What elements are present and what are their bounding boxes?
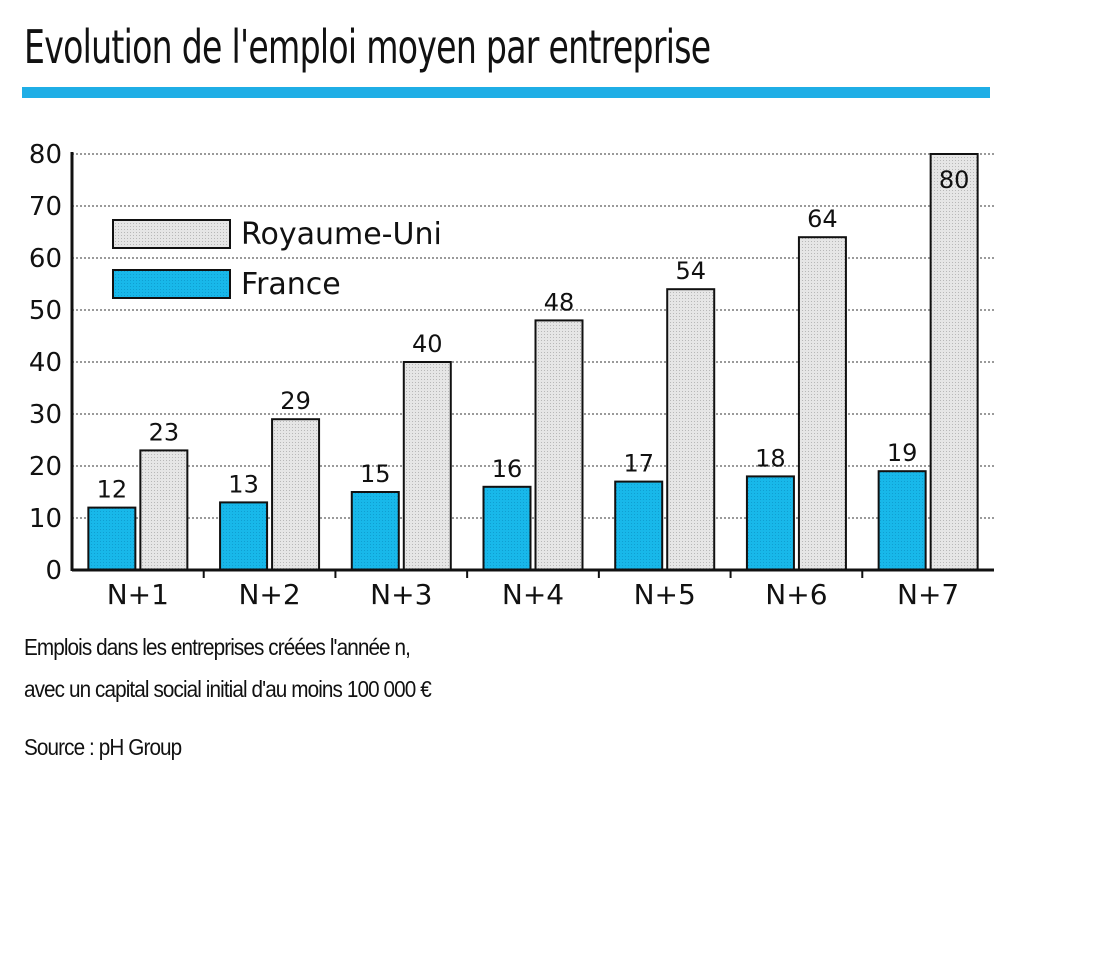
x-tick-label: N+3 [370,578,432,611]
value-label: 17 [623,450,654,478]
bar-france-n-4 [482,485,532,571]
bar-france-n-3 [350,491,400,571]
value-label: 64 [807,205,838,233]
value-label: 40 [412,330,443,358]
value-label: 29 [280,387,311,415]
bar-royaume-uni-n-2 [271,418,321,572]
legend-swatch [112,219,231,249]
value-label: 48 [544,288,575,316]
bar-royaume-uni-n-1 [139,449,189,571]
y-tick-label: 40 [29,348,62,378]
y-tick-label: 10 [29,504,62,534]
value-label: 16 [492,455,523,483]
bar-royaume-uni-n-3 [402,361,452,571]
x-axis-ticks: N+1 N+2 N+3 N+4 N+5 N+6 N+7 [107,570,959,611]
bar-france-n-2 [219,501,269,571]
chart-title: Evolution de l'emploi moyen par entrepri… [24,20,711,74]
legend-label: France [241,267,341,302]
y-tick-label: 30 [29,400,62,430]
title-underline [22,87,990,98]
value-label: 13 [228,470,259,498]
value-label: 19 [887,439,918,467]
y-tick-label: 0 [45,556,62,586]
axes [70,152,994,572]
caption-line-1: Emplois dans les entreprises créées l'an… [24,634,411,660]
x-tick-label: N+7 [897,578,959,611]
bar-royaume-uni-n-5 [666,288,716,571]
bar-france-n-7 [877,470,927,572]
gridlines [72,153,994,519]
bar-royaume-uni-n-4 [534,319,584,571]
value-label: 23 [149,418,180,446]
legend: Royaume-Uni France [112,217,442,302]
value-label: 80 [939,166,970,194]
y-tick-label: 80 [29,140,62,170]
x-tick-label: N+2 [238,578,300,611]
y-axis-ticks: 0 10 20 30 40 50 60 70 80 [29,140,62,586]
bar-chart: 0 10 20 30 40 50 60 70 80 12 23 13 29 15 40 16 48 17 54 18… [29,140,994,611]
value-label: 12 [97,476,128,504]
bar-france-n-5 [614,480,664,572]
bar-france-n-6 [745,475,795,571]
x-tick-label: N+6 [765,578,827,611]
y-tick-label: 60 [29,244,62,274]
bar-france-n-1 [87,506,137,572]
y-tick-label: 50 [29,296,62,326]
value-labels: 12 23 13 29 15 40 16 48 17 54 18 64 19 80 [97,166,970,504]
x-tick-label: N+5 [634,578,696,611]
x-tick-label: N+1 [107,578,169,611]
y-tick-label: 20 [29,452,62,482]
bar-royaume-uni-n-6 [797,236,847,571]
y-tick-label: 70 [29,192,62,222]
legend-swatch [112,269,231,299]
source-note: Source : pH Group [24,734,182,760]
bar-royaume-uni-n-7 [929,153,979,571]
x-tick-label: N+4 [502,578,564,611]
bars [87,153,979,572]
value-label: 54 [675,257,706,285]
caption-line-2: avec un capital social initial d'au moin… [24,676,432,702]
legend-label: Royaume-Uni [241,217,442,252]
value-label: 15 [360,460,391,488]
value-label: 18 [755,444,786,472]
